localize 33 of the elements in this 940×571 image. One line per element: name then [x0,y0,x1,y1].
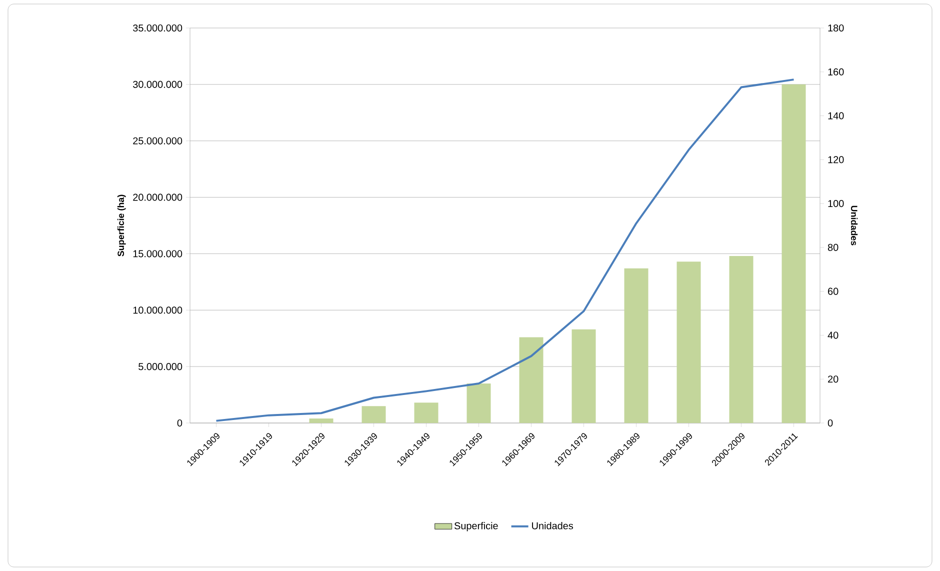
y2-tick-label: 20 [828,376,838,383]
y-tick-label: 0 [177,419,182,427]
line-series [215,78,795,422]
y-tick-label: 25.000.000 [133,137,182,144]
y2-tick-label: 140 [828,112,844,120]
y-tick-label: 30.000.000 [132,80,182,88]
y-axis-title: Superficie (ha) [117,194,126,256]
y2-tick-label: 60 [828,288,838,295]
y-tick-label: 35.000.000 [132,24,182,32]
y-tick-label: 5.000.000 [138,363,182,370]
legend-label: Unidades [532,522,574,530]
y2-tick-label: 80 [828,244,838,251]
y2-tick-label: 160 [828,68,844,76]
bar [729,256,754,423]
y2-tick-label: 0 [828,419,833,427]
y2-tick-label: 40 [828,332,838,339]
bar [624,268,648,423]
y-tick-label: 15.000.000 [133,250,182,258]
legend-label: Superficie [454,522,498,532]
bar [362,406,386,423]
y-tick-label: 10.000.000 [133,306,182,314]
y2-tick-label: 100 [828,200,844,208]
bar [782,84,806,423]
bar [414,402,438,423]
bar [676,262,701,423]
bar [519,337,544,423]
bar [466,384,491,423]
y2-tick-label: 180 [828,24,844,32]
bar [309,418,334,423]
y2-tick-label: 120 [828,156,844,164]
y2-axis-title: Unidades [850,206,858,246]
y-tick-label: 20.000.000 [133,194,182,201]
bar [572,329,596,423]
